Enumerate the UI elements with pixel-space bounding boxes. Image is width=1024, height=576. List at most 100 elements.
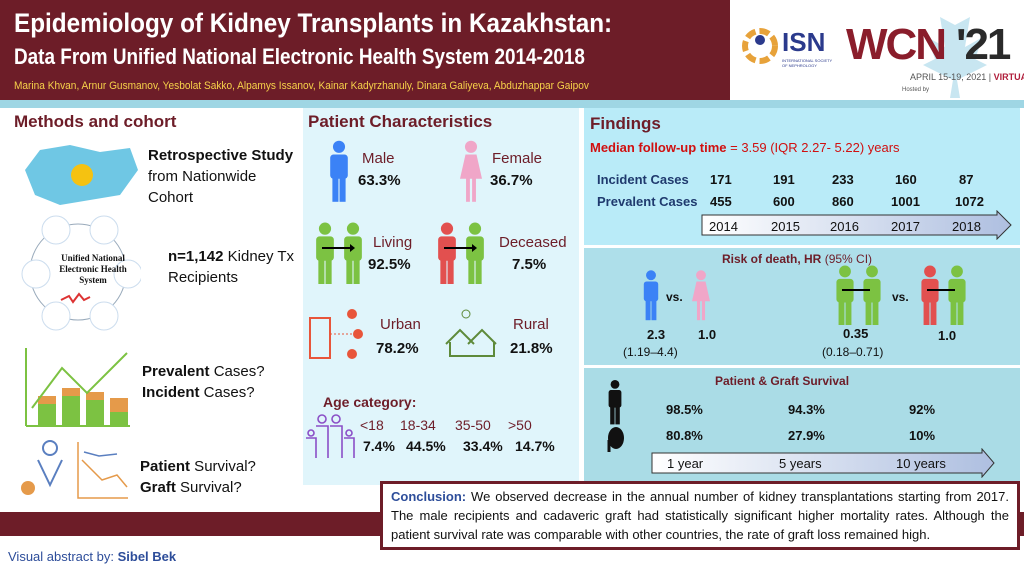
wcn-text: WCN [846, 20, 947, 69]
deceased-hr: 1.0 [938, 328, 957, 343]
age-pct-1: 7.4% [363, 438, 395, 454]
year-2015: 2015 [771, 219, 800, 234]
median-label: Median follow-up time [590, 140, 727, 155]
male-ci: (1.19–4.4) [623, 345, 678, 359]
characteristics-title: Patient Characteristics [308, 112, 493, 131]
patient-characteristics-panel [303, 108, 579, 485]
age-cat-1: <18 [360, 417, 384, 433]
hosted-by: Hosted by [902, 87, 930, 93]
urban-pct: 78.2% [376, 340, 419, 357]
conclusion-text: We observed decrease in the annual numbe… [391, 489, 1009, 542]
period-10y: 10 years [896, 456, 946, 471]
prevalence-chart-icon [25, 348, 130, 427]
graft-10y: 10% [909, 428, 936, 443]
period-5y: 5 years [779, 456, 822, 471]
patient-icon [607, 378, 623, 426]
urban-icon [309, 309, 363, 359]
prevalent-2018: 1072 [955, 194, 984, 209]
family-icon [306, 414, 355, 458]
conclusion-label: Conclusion: [391, 489, 467, 504]
n-rest: Kidney Tx Recipients [168, 248, 295, 286]
kazakhstan-map-icon [25, 145, 138, 205]
female-risk-icon [692, 265, 710, 325]
year-2016: 2016 [830, 219, 859, 234]
deceased-donor-icon [438, 222, 484, 284]
year-2014: 2014 [709, 219, 738, 234]
isn-logo-icon [742, 28, 778, 64]
rural-icon [445, 309, 497, 357]
risk-title: Risk of death, HR [722, 252, 822, 266]
urban-label: Urban [380, 316, 421, 333]
prevalent-2016: 860 [832, 194, 854, 209]
wcn-year: '21 [956, 20, 1011, 69]
year-timeline-arrow [701, 210, 1012, 240]
deceased-pct: 7.5% [512, 256, 547, 273]
living-pct: 92.5% [368, 256, 411, 273]
page-subtitle: Data From Unified National Electronic He… [14, 44, 585, 69]
findings-title: Findings [590, 114, 661, 133]
patient-bold: Patient [140, 458, 191, 475]
prevalent-label: Prevalent Cases [597, 194, 698, 209]
age-cat-4: >50 [508, 417, 532, 433]
isn-text: ISN [782, 27, 826, 57]
conclusion-box: Conclusion: We observed decrease in the … [380, 481, 1020, 550]
footer-author: Sibel Bek [117, 549, 177, 564]
graft-rest: Survival? [175, 479, 242, 496]
risk-title-ci: (95% CI) [821, 252, 873, 266]
deceased-label: Deceased [499, 234, 567, 251]
incident-label: Incident Cases [597, 172, 689, 187]
methods-title: Methods and cohort [14, 112, 177, 131]
female-label: Female [492, 150, 543, 167]
female-hr: 1.0 [698, 327, 717, 342]
patient-1y: 98.5% [666, 402, 703, 417]
graft-bold: Graft [140, 479, 176, 496]
ehs-label: Unified National Electronic Health Syste… [59, 253, 127, 285]
female-icon [460, 140, 482, 202]
patient-5y: 94.3% [788, 402, 825, 417]
header-strip [0, 100, 1024, 108]
age-pct-2: 44.5% [406, 438, 446, 454]
incident-2015: 191 [773, 172, 795, 187]
risk-of-death-panel [584, 248, 1020, 365]
living-hr: 0.35 [843, 326, 869, 341]
wcn-logo: ISN INTERNATIONAL SOCIETY OF NEPHROLOGY … [730, 0, 1024, 100]
survival-title: Patient & Graft Survival [715, 374, 850, 388]
authors: Marina Khvan, Arnur Gusmanov, Yesbolat S… [14, 80, 589, 92]
maple-leaf-icon [923, 0, 987, 98]
footer-label: Visual abstract by: [8, 549, 118, 564]
median-value: = 3.59 (IQR 2.27- 5.22) years [726, 140, 900, 155]
incident-2014: 171 [710, 172, 732, 187]
living-donor-icon [316, 222, 362, 284]
rural-pct: 21.8% [510, 340, 553, 357]
wcn-date: APRIL 15-19, 2021 | [910, 72, 992, 82]
prevalent-2014: 455 [710, 194, 732, 209]
prevalent-2017: 1001 [891, 194, 920, 209]
living-label: Living [373, 234, 413, 251]
graft-1y: 80.8% [666, 428, 703, 443]
male-hr: 2.3 [647, 327, 666, 342]
period-timeline-arrow [651, 448, 995, 478]
living-risk-icon [836, 265, 881, 325]
prevalent-rest: Cases? [209, 363, 265, 380]
graft-5y: 27.9% [788, 428, 825, 443]
incident-2018: 87 [959, 172, 974, 187]
survival-cpr-icon [21, 440, 128, 499]
health-system-diagram [21, 215, 141, 331]
vs-label: vs. [666, 290, 683, 304]
age-title: Age category: [323, 394, 417, 410]
male-label: Male [362, 150, 395, 167]
rural-label: Rural [513, 316, 549, 333]
prevalent-bold: Prevalent [142, 363, 210, 380]
vs-label-2: vs. [892, 290, 909, 304]
isn-subtext: INTERNATIONAL SOCIETY OF NEPHROLOGY [782, 58, 833, 68]
incident-2017: 160 [895, 172, 917, 187]
year-2017: 2017 [891, 219, 920, 234]
age-pct-3: 33.4% [463, 438, 503, 454]
year-2018: 2018 [952, 219, 981, 234]
deceased-risk-icon [921, 265, 966, 325]
kidney-icon [607, 427, 624, 452]
period-1y: 1 year [667, 456, 704, 471]
study-rest: from Nationwide Cohort [148, 168, 257, 206]
female-pct: 36.7% [490, 172, 533, 189]
incident-2016: 233 [832, 172, 854, 187]
